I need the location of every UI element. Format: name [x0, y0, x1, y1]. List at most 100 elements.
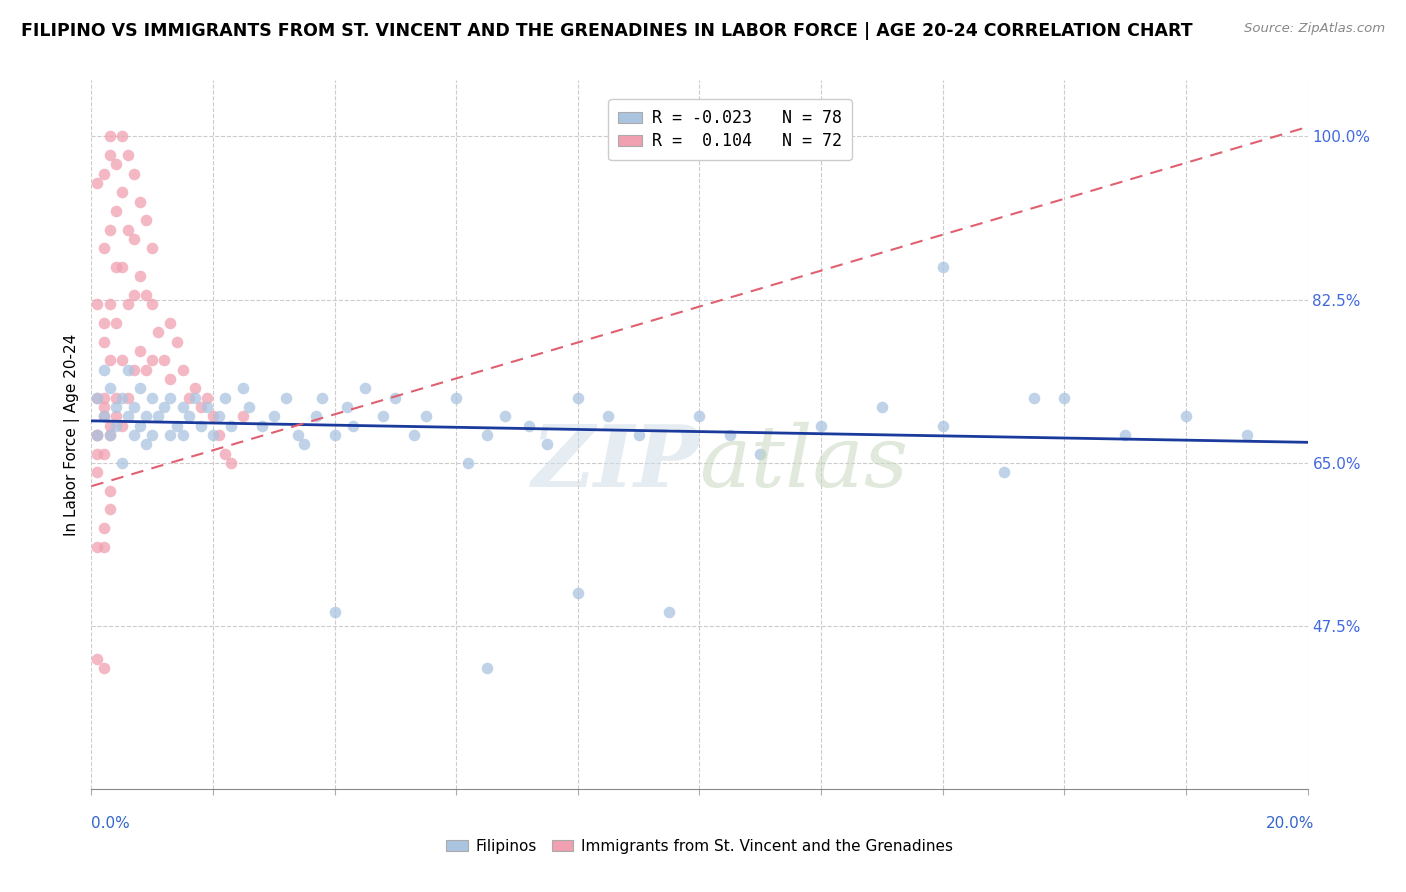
Point [111, 391, 134, 405]
Point [1022, 391, 1045, 405]
Point [219, 456, 242, 470]
Point [384, 391, 406, 405]
Text: FILIPINO VS IMMIGRANTS FROM ST. VINCENT AND THE GRENADINES IN LABOR FORCE | AGE : FILIPINO VS IMMIGRANTS FROM ST. VINCENT … [21, 22, 1192, 40]
Point [129, 381, 152, 395]
Point [250, 418, 273, 433]
Point [104, 391, 127, 405]
Point [232, 409, 254, 424]
Point [93, 167, 115, 181]
Point [373, 409, 395, 424]
Point [104, 409, 127, 424]
Point [190, 400, 212, 414]
Point [141, 297, 163, 311]
Point [98, 297, 121, 311]
Point [159, 316, 181, 330]
Point [93, 540, 115, 554]
Point [104, 157, 127, 171]
Point [274, 391, 297, 405]
Point [305, 409, 328, 424]
Point [86, 428, 108, 442]
Point [172, 400, 194, 414]
Point [567, 586, 589, 600]
Point [159, 372, 181, 386]
Point [870, 400, 893, 414]
Point [172, 428, 194, 442]
Point [93, 446, 115, 460]
Point [1053, 391, 1076, 405]
Point [749, 446, 772, 460]
Point [444, 391, 467, 405]
Point [153, 353, 176, 368]
Point [93, 334, 115, 349]
Point [475, 428, 498, 442]
Point [214, 446, 236, 460]
Point [117, 362, 139, 376]
Point [148, 409, 170, 424]
Point [415, 409, 437, 424]
Point [141, 428, 163, 442]
Point [219, 418, 242, 433]
Point [129, 194, 152, 209]
Point [208, 428, 231, 442]
Point [195, 391, 218, 405]
Point [129, 269, 152, 284]
Point [177, 409, 200, 424]
Point [93, 362, 115, 376]
Point [141, 391, 163, 405]
Point [93, 391, 115, 405]
Point [1236, 428, 1258, 442]
Point [354, 381, 377, 395]
Text: ZIP: ZIP [531, 421, 699, 505]
Point [93, 400, 115, 414]
Text: Source: ZipAtlas.com: Source: ZipAtlas.com [1244, 22, 1385, 36]
Point [232, 381, 254, 395]
Point [86, 391, 108, 405]
Point [135, 288, 157, 302]
Point [104, 316, 127, 330]
Point [122, 288, 145, 302]
Point [202, 428, 225, 442]
Point [104, 400, 127, 414]
Point [104, 203, 127, 218]
Point [238, 400, 260, 414]
Point [153, 400, 176, 414]
Point [135, 362, 157, 376]
Point [567, 391, 589, 405]
Point [517, 418, 540, 433]
Point [184, 381, 207, 395]
Point [336, 400, 359, 414]
Point [111, 353, 134, 368]
Point [86, 428, 108, 442]
Point [184, 391, 207, 405]
Point [98, 418, 121, 433]
Point [93, 661, 115, 675]
Point [627, 428, 650, 442]
Point [117, 148, 139, 162]
Point [536, 437, 558, 451]
Point [129, 418, 152, 433]
Point [98, 502, 121, 516]
Point [402, 428, 425, 442]
Point [177, 391, 200, 405]
Point [93, 241, 115, 255]
Point [931, 418, 953, 433]
Point [159, 428, 181, 442]
Point [494, 409, 516, 424]
Point [104, 418, 127, 433]
Point [202, 409, 225, 424]
Point [111, 129, 134, 144]
Point [117, 409, 139, 424]
Point [159, 391, 181, 405]
Point [311, 391, 333, 405]
Point [111, 418, 134, 433]
Point [122, 232, 145, 246]
Point [323, 605, 346, 619]
Point [98, 222, 121, 236]
Point [86, 391, 108, 405]
Point [98, 129, 121, 144]
Point [86, 446, 108, 460]
Point [98, 148, 121, 162]
Point [208, 409, 231, 424]
Point [117, 391, 139, 405]
Point [1174, 409, 1197, 424]
